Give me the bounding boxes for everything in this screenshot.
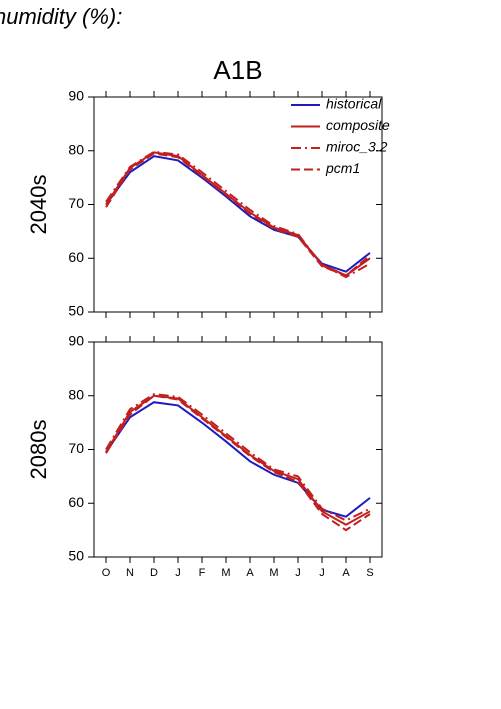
- y-axis-label: 2040s: [26, 175, 51, 235]
- x-tick-label: M: [269, 567, 278, 579]
- series-line: [105, 394, 371, 532]
- y-tick-label: 70: [68, 195, 84, 211]
- series-line: [105, 150, 371, 279]
- x-tick-label: J: [295, 567, 301, 579]
- y-tick-label: 80: [68, 386, 84, 402]
- x-tick-label: A: [246, 567, 254, 579]
- series-line: [105, 155, 371, 273]
- x-tick-label: S: [366, 567, 373, 579]
- series-line: [105, 152, 371, 277]
- y-tick-label: 50: [68, 548, 84, 564]
- x-tick-label: J: [175, 567, 181, 579]
- y-tick-label: 50: [68, 303, 84, 319]
- legend-label: miroc_3.2: [326, 139, 388, 155]
- series-line: [105, 394, 371, 526]
- x-tick-label: F: [199, 567, 206, 579]
- series-line: [105, 393, 371, 522]
- header: humidity (%):: [0, 4, 122, 29]
- legend-label: historical: [326, 96, 382, 112]
- x-tick-label: J: [319, 567, 325, 579]
- x-tick-label: N: [126, 567, 134, 579]
- y-tick-label: 60: [68, 494, 84, 510]
- y-tick-label: 80: [68, 141, 84, 157]
- x-tick-label: D: [150, 567, 158, 579]
- legend-label: composite: [326, 117, 390, 133]
- legend-label: pcm1: [325, 160, 360, 176]
- series-line: [105, 401, 371, 518]
- title: A1B: [213, 55, 262, 85]
- y-axis-label: 2080s: [26, 420, 51, 480]
- y-tick-label: 70: [68, 440, 84, 456]
- y-tick-label: 60: [68, 249, 84, 265]
- y-tick-label: 90: [68, 333, 84, 349]
- x-tick-label: A: [342, 567, 350, 579]
- x-tick-label: O: [102, 567, 111, 579]
- y-tick-label: 90: [68, 88, 84, 104]
- x-tick-label: M: [221, 567, 230, 579]
